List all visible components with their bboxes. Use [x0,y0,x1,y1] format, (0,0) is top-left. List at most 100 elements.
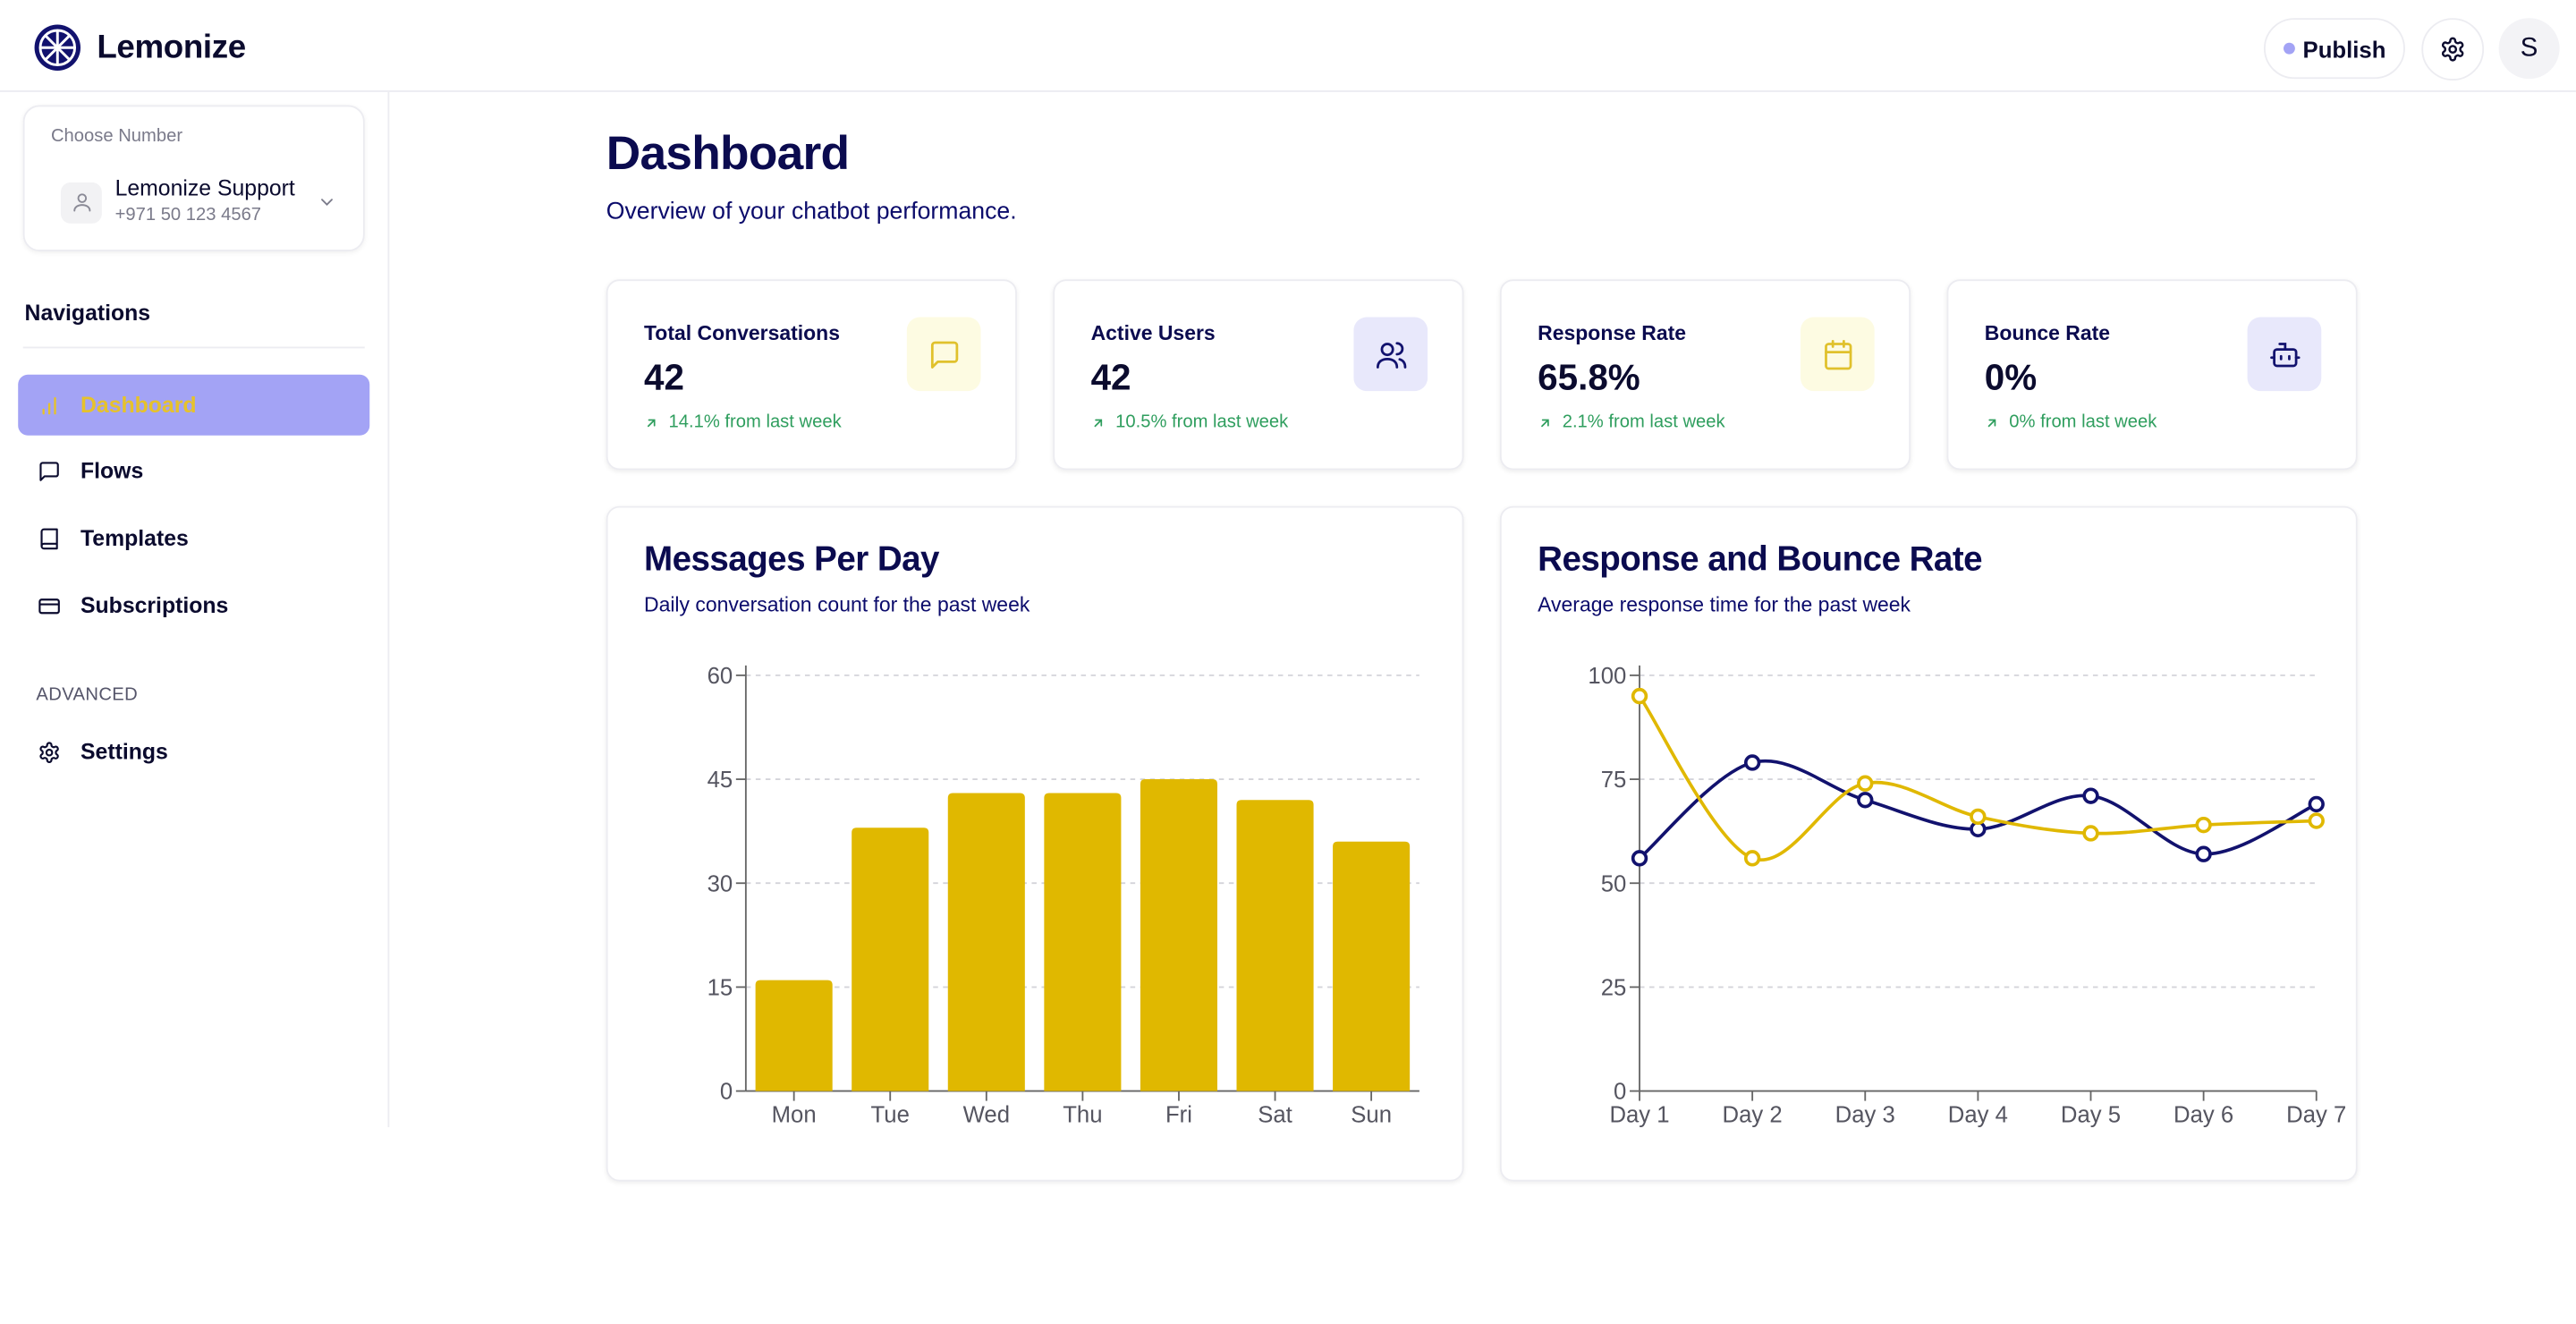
chart-subtitle: Daily conversation count for the past we… [643,593,1030,616]
arrow-up-right-icon [1541,418,1549,427]
stat-label: Response Rate [1538,321,1687,345]
message-square-icon [930,340,958,368]
chart-title: Response and Bounce Rate [1538,540,1983,579]
x-tick-label: Thu [1063,1102,1102,1127]
x-tick-label: Day 6 [2174,1102,2233,1127]
stat-card-active-users: Active Users 42 10.5% from last week [1053,279,1464,471]
y-tick-label: 25 [1601,976,1627,1001]
data-point [1631,687,1648,705]
y-tick-label: 0 [1614,1080,1626,1105]
data-point [2082,825,2099,842]
stat-icon-box [2247,317,2322,392]
data-point [1631,850,1648,867]
stat-value: 42 [643,356,684,398]
users-icon [1376,341,1406,368]
messages-per-day-card: Messages Per Day Daily conversation coun… [606,505,1464,1182]
number-avatar [60,181,102,223]
arrow-up-right-icon [647,418,656,427]
calendar-icon [1824,339,1852,369]
x-tick-label: Mon [772,1102,817,1127]
sidebar-item-subscriptions[interactable]: Subscriptions [18,575,369,636]
stat-change: 2.1% from last week [1538,412,1725,433]
book-icon [40,527,58,549]
x-tick-label: Tue [871,1102,910,1127]
response-bounce-line-chart: 0 25 50 75 100 Day 1 Day 2 Day 3 Day 4 Day 5 Day 6… [1588,664,2346,1127]
sidebar-item-label: Settings [80,739,168,765]
stat-label: Active Users [1090,321,1216,345]
stat-icon-box [1801,317,1875,392]
chart-title: Messages Per Day [643,540,940,579]
bot-icon [2269,342,2300,367]
sidebar-item-templates[interactable]: Templates [18,508,369,569]
settings-button[interactable] [2421,18,2485,81]
bar [1044,793,1122,1091]
message-square-icon [39,461,59,480]
number-caption: Choose Number [50,126,183,147]
status-dot [2283,42,2295,55]
data-point [1857,775,1874,792]
stat-change-text: 2.1% from last week [1562,412,1725,433]
y-tick-label: 60 [708,664,733,689]
chevron-down-icon [321,199,333,206]
bar [852,828,929,1091]
bar [755,980,833,1091]
data-point [1857,792,1874,809]
arrow-up-right-icon [1987,418,1996,427]
stat-value: 42 [1090,356,1131,398]
x-tick-label: Day 5 [2061,1102,2121,1127]
x-tick-label: Day 3 [1835,1102,1895,1127]
credit-card-icon [38,598,60,614]
bar [1333,841,1411,1091]
brand-name: Lemonize [97,29,246,65]
sidebar-item-label: Flows [80,458,144,483]
sidebar: Choose Number Lemonize Support +971 50 1… [0,91,390,1127]
y-tick-label: 50 [1601,871,1627,896]
sidebar-item-label: Subscriptions [80,593,229,618]
x-tick-label: Day 2 [1723,1102,1783,1127]
brand[interactable]: Lemonize [33,23,246,72]
y-tick-label: 15 [708,976,733,1001]
stat-change: 10.5% from last week [1091,412,1289,433]
stat-change: 14.1% from last week [644,412,842,432]
top-bar: Lemonize Publish S [0,0,2576,92]
sidebar-item-dashboard[interactable]: Dashboard [18,374,370,436]
user-avatar[interactable]: S [2498,18,2560,80]
data-point [2082,787,2099,804]
data-point [2195,845,2212,862]
stat-card-total-conversations: Total Conversations 42 14.1% from last w… [606,279,1017,471]
x-tick-label: Day 4 [1948,1102,2008,1127]
sidebar-item-settings[interactable]: Settings [18,721,369,782]
user-icon [72,193,90,212]
stat-change-text: 10.5% from last week [1115,412,1289,433]
arrow-up-right-icon [1094,418,1103,427]
sidebar-item-flows[interactable]: Flows [18,440,369,501]
stat-value: 65.8% [1538,356,1640,398]
x-tick-label: Sat [1258,1102,1292,1127]
data-point [1743,850,1761,867]
bar-chart-icon [42,395,56,414]
number-select[interactable]: Lemonize Support +971 50 123 4567 [60,169,337,234]
data-point [1743,754,1761,771]
bar [1140,779,1217,1091]
y-tick-label: 75 [1601,768,1627,793]
x-tick-label: Sun [1351,1102,1392,1127]
number-phone: +971 50 123 4567 [114,205,262,225]
stat-label: Bounce Rate [1984,321,2111,345]
stat-card-bounce-rate: Bounce Rate 0% 0% from last week [1946,279,2358,471]
x-tick-label: Fri [1165,1102,1192,1127]
stat-label: Total Conversations [643,321,840,345]
x-tick-label: Day 1 [1609,1102,1669,1127]
y-tick-label: 30 [708,871,733,896]
sidebar-item-label: Dashboard [80,392,197,418]
number-picker-card: Choose Number Lemonize Support +971 50 1… [22,105,365,252]
y-tick-label: 45 [708,768,733,793]
gear-icon [39,741,59,763]
number-name: Lemonize Support [114,175,295,201]
publish-button[interactable]: Publish [2263,18,2405,80]
sidebar-item-label: Templates [80,525,189,551]
y-tick-label: 0 [720,1080,733,1105]
x-tick-label: Wed [963,1102,1010,1127]
stat-value: 0% [1984,356,2038,398]
stat-card-response-rate: Response Rate 65.8% 2.1% from last week [1499,279,1911,471]
x-tick-label: Day 7 [2286,1102,2346,1127]
